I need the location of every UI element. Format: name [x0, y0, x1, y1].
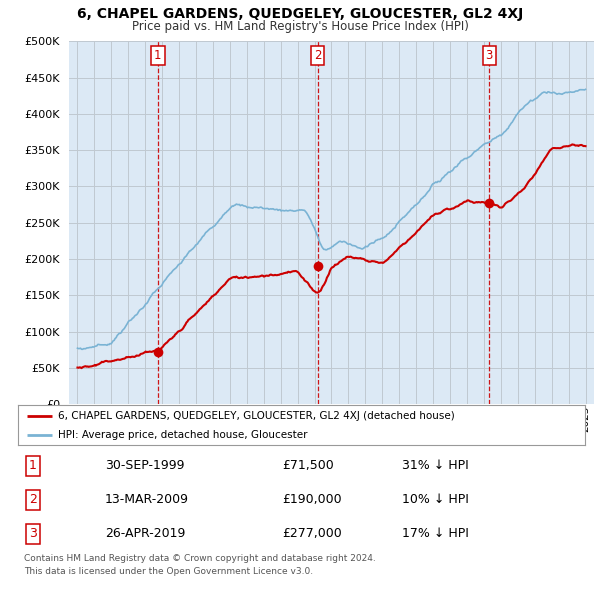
Text: HPI: Average price, detached house, Gloucester: HPI: Average price, detached house, Glou… — [58, 430, 307, 440]
Text: 1: 1 — [29, 459, 37, 472]
Text: £277,000: £277,000 — [282, 527, 342, 540]
Text: 2: 2 — [29, 493, 37, 506]
Text: 13-MAR-2009: 13-MAR-2009 — [105, 493, 189, 506]
Text: 6, CHAPEL GARDENS, QUEDGELEY, GLOUCESTER, GL2 4XJ (detached house): 6, CHAPEL GARDENS, QUEDGELEY, GLOUCESTER… — [58, 411, 454, 421]
Text: This data is licensed under the Open Government Licence v3.0.: This data is licensed under the Open Gov… — [24, 567, 313, 576]
Text: 3: 3 — [29, 527, 37, 540]
Text: 17% ↓ HPI: 17% ↓ HPI — [402, 527, 469, 540]
Text: 3: 3 — [485, 50, 493, 63]
Text: 30-SEP-1999: 30-SEP-1999 — [105, 459, 185, 472]
Text: 1: 1 — [154, 50, 161, 63]
Text: 10% ↓ HPI: 10% ↓ HPI — [402, 493, 469, 506]
Text: 6, CHAPEL GARDENS, QUEDGELEY, GLOUCESTER, GL2 4XJ: 6, CHAPEL GARDENS, QUEDGELEY, GLOUCESTER… — [77, 7, 523, 21]
Text: Contains HM Land Registry data © Crown copyright and database right 2024.: Contains HM Land Registry data © Crown c… — [24, 554, 376, 563]
Text: £190,000: £190,000 — [282, 493, 341, 506]
Text: £71,500: £71,500 — [282, 459, 334, 472]
Text: 31% ↓ HPI: 31% ↓ HPI — [402, 459, 469, 472]
Text: 26-APR-2019: 26-APR-2019 — [105, 527, 185, 540]
Text: Price paid vs. HM Land Registry's House Price Index (HPI): Price paid vs. HM Land Registry's House … — [131, 20, 469, 33]
Text: 2: 2 — [314, 50, 322, 63]
